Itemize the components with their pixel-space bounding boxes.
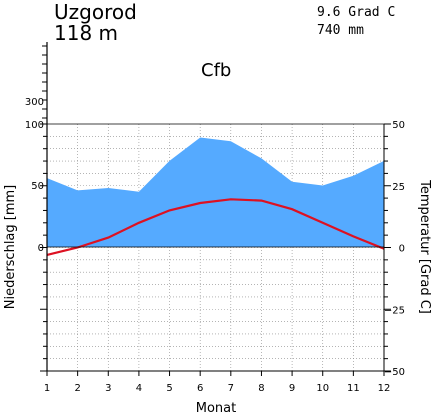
upper-precip-scale bbox=[42, 45, 47, 119]
x-tick-label: 2 bbox=[74, 383, 80, 394]
left-axis-label: Niederschlag [mm] bbox=[3, 185, 18, 310]
x-tick-label: 1 bbox=[44, 383, 50, 394]
climate-class: Cfb bbox=[201, 60, 231, 81]
station-name: Uzgorod bbox=[54, 0, 137, 24]
right-tick-label: 25 bbox=[392, 182, 405, 193]
x-tick-label: 8 bbox=[258, 383, 264, 394]
x-tick-label: 5 bbox=[166, 383, 172, 394]
station-elevation: 118 m bbox=[54, 21, 118, 45]
annual-precipitation: 740 mm bbox=[317, 23, 364, 38]
right-tick-label: −25 bbox=[384, 305, 405, 316]
axes bbox=[40, 42, 391, 376]
left-tick-label: 300 bbox=[25, 97, 44, 108]
x-tick-label: 12 bbox=[378, 383, 391, 394]
left-tick-label: 100 bbox=[25, 120, 44, 131]
x-tick-label: 3 bbox=[105, 383, 111, 394]
x-tick-label: 4 bbox=[136, 383, 142, 394]
x-tick-label: 11 bbox=[347, 383, 360, 394]
x-axis-label: Monat bbox=[196, 401, 236, 415]
mean-temperature: 9.6 Grad C bbox=[317, 5, 395, 20]
right-tick-label: 50 bbox=[392, 120, 405, 131]
x-tick-label: 10 bbox=[316, 383, 329, 394]
left-tick-label: 50 bbox=[31, 181, 44, 192]
right-tick-label: −50 bbox=[384, 367, 405, 378]
right-axis-label: Temperatur [Grad C] bbox=[417, 179, 432, 314]
x-tick-label: 7 bbox=[228, 383, 234, 394]
left-tick-label: 0 bbox=[38, 243, 44, 254]
x-tick-label: 9 bbox=[289, 383, 295, 394]
temperature-line bbox=[46, 198, 385, 256]
right-tick-label: 0 bbox=[399, 244, 405, 255]
precipitation-area bbox=[47, 137, 384, 247]
x-tick-label: 6 bbox=[197, 383, 203, 394]
